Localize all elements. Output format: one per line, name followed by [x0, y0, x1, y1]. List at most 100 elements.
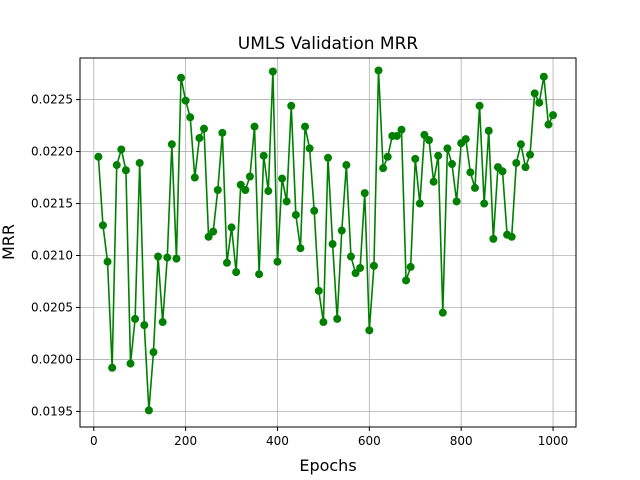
data-point — [415, 199, 424, 208]
data-point — [195, 134, 204, 143]
data-point — [291, 210, 300, 219]
data-point — [452, 197, 461, 206]
data-point — [324, 153, 332, 162]
data-point — [360, 189, 369, 198]
data-point — [498, 167, 507, 176]
data-point — [402, 276, 411, 285]
data-point — [544, 120, 553, 129]
y-axis-ticks: 0.0195 0.0200 0.0205 0.0210 0.0215 0.0220 0.02… — [31, 93, 80, 418]
data-point — [163, 253, 172, 262]
data-point — [282, 197, 291, 206]
data-point — [310, 206, 319, 215]
data-point — [227, 223, 236, 232]
data-point — [172, 254, 181, 263]
data-point — [411, 154, 420, 163]
data-point — [154, 252, 163, 261]
data-point — [301, 122, 310, 131]
data-point — [222, 258, 231, 267]
data-point — [314, 286, 323, 295]
data-point — [144, 406, 153, 415]
data-point — [94, 152, 103, 161]
data-point — [392, 131, 401, 140]
data-point — [484, 126, 493, 135]
data-point — [466, 168, 475, 177]
data-point — [342, 161, 351, 170]
data-point — [351, 269, 360, 278]
y-tick-label: 0.0220 — [31, 145, 73, 159]
data-point — [103, 257, 112, 266]
data-point — [305, 144, 314, 153]
data-point — [255, 270, 264, 279]
data-point — [319, 318, 328, 327]
data-point — [245, 172, 254, 181]
data-point — [278, 174, 287, 183]
data-point — [200, 124, 208, 133]
data-point — [131, 314, 140, 323]
data-point — [470, 183, 479, 192]
data-point — [259, 151, 268, 160]
data-point — [241, 186, 250, 195]
data-point — [475, 101, 484, 110]
x-tick-label: 400 — [266, 434, 289, 448]
data-point — [420, 130, 429, 139]
data-point — [374, 66, 383, 75]
data-point — [521, 163, 530, 172]
y-tick-label: 0.0200 — [31, 352, 73, 366]
data-point — [526, 150, 535, 159]
data-point — [204, 232, 213, 241]
data-point — [489, 234, 498, 243]
chart-title: UMLS Validation MRR — [238, 34, 419, 54]
data-point — [337, 226, 346, 235]
grid-lines — [80, 58, 576, 427]
data-point — [236, 180, 245, 189]
data-point — [218, 128, 227, 137]
data-point — [461, 135, 470, 144]
data-point — [121, 166, 130, 175]
y-tick-label: 0.0205 — [31, 300, 73, 314]
data-point — [480, 199, 489, 208]
data-point — [443, 144, 452, 153]
y-tick-label: 0.0210 — [31, 248, 73, 262]
x-tick-label: 800 — [450, 434, 473, 448]
data-point — [296, 244, 305, 253]
x-tick-label: 200 — [174, 434, 197, 448]
data-point — [516, 140, 525, 149]
data-point — [356, 263, 365, 272]
x-axis-ticks: 0 200 400 600 800 1000 — [90, 427, 568, 448]
data-point — [369, 261, 378, 270]
data-point — [549, 111, 558, 120]
data-point — [167, 140, 176, 149]
data-point — [425, 136, 434, 145]
data-point — [535, 98, 544, 107]
data-point — [287, 101, 296, 110]
data-point — [268, 67, 277, 76]
data-point — [365, 326, 374, 335]
series-line — [97, 69, 554, 412]
x-tick-label: 1000 — [538, 434, 569, 448]
data-point — [112, 161, 121, 170]
data-point — [232, 268, 241, 277]
data-point — [530, 89, 539, 98]
data-point — [406, 262, 415, 271]
data-point — [117, 145, 126, 154]
series-layer — [94, 66, 558, 415]
data-point — [177, 73, 186, 82]
data-point — [512, 158, 521, 167]
y-tick-label: 0.0225 — [31, 93, 73, 107]
data-point — [190, 173, 199, 182]
data-point — [507, 232, 516, 241]
y-tick-label: 0.0215 — [31, 197, 73, 211]
data-point — [149, 348, 158, 357]
data-point — [429, 177, 438, 186]
x-tick-label: 0 — [90, 434, 98, 448]
y-axis-label: MRR — [0, 224, 18, 260]
data-point — [438, 308, 447, 317]
x-tick-label: 600 — [358, 434, 381, 448]
data-point — [186, 113, 195, 122]
data-point — [264, 187, 273, 196]
data-point — [213, 186, 222, 195]
data-point — [379, 164, 388, 173]
